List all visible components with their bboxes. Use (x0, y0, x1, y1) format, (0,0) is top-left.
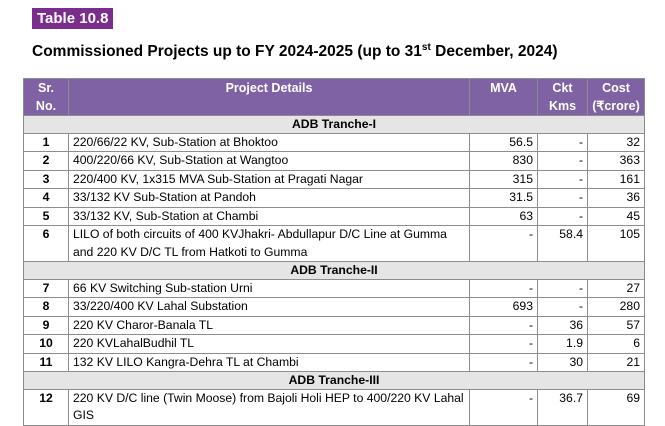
header-sr-line2: No. (35, 99, 57, 113)
header-sr-no: Sr. No. (23, 78, 69, 116)
ckt-cell: 36 (537, 315, 588, 335)
cost-cell: 32 (587, 132, 645, 152)
cost-cell: 6 (587, 334, 645, 354)
table-row: 12 220 KV D/C line (Twin Moose) from Baj… (23, 388, 645, 426)
table-label: Table 10.8 (32, 8, 114, 29)
table-row: 1 220/66/22 KV, Sub-Station at Bhoktoo 5… (23, 132, 645, 152)
table-title: Commissioned Projects up to FY 2024-2025… (32, 43, 558, 61)
section-row-tranche-3: ADB Tranche-III (23, 371, 645, 390)
table-row: 10 220 KVLahalBudhil TL - 1.9 6 (23, 334, 645, 354)
details-cell: 66 KV Switching Sub-station Urni (68, 278, 470, 298)
header-cost-line1: Cost (602, 81, 630, 95)
cost-cell: 36 (587, 188, 645, 208)
cost-cell: 105 (587, 225, 645, 262)
ckt-cell: - (537, 169, 588, 189)
header-cost-line2: (₹crore) (592, 99, 640, 113)
mva-cell: 31.5 (469, 188, 538, 208)
details-cell: 220 KV D/C line (Twin Moose) from Bajoli… (68, 388, 470, 426)
mva-cell: 63 (469, 206, 538, 226)
details-cell: 220 KV Charor-Banala TL (68, 315, 470, 335)
cost-cell: 363 (587, 151, 645, 171)
details-cell: 33/132 KV, Sub-Station at Chambi (68, 206, 470, 226)
ckt-cell: 1.9 (537, 334, 588, 354)
mva-cell: - (469, 225, 538, 262)
header-mva: MVA (469, 78, 538, 116)
sr-cell: 9 (23, 315, 69, 335)
table-row: 9 220 KV Charor-Banala TL - 36 57 (23, 315, 645, 335)
details-cell: 33/220/400 KV Lahal Substation (68, 297, 470, 317)
mva-cell: - (469, 278, 538, 298)
header-cost: Cost (₹crore) (587, 78, 645, 116)
ckt-cell: - (537, 278, 588, 298)
sr-cell: 1 (23, 132, 69, 152)
details-cell: 220/66/22 KV, Sub-Station at Bhoktoo (68, 132, 470, 152)
section-row-tranche-1: ADB Tranche-I (23, 115, 645, 134)
ckt-cell: 36.7 (537, 388, 588, 426)
details-cell: 132 KV LILO Kangra-Dehra TL at Chambi (68, 352, 470, 372)
section-title: ADB Tranche-I (23, 115, 645, 134)
mva-cell: 315 (469, 169, 538, 189)
table-row: 3 220/400 KV, 1x315 MVA Sub-Station at P… (23, 169, 645, 189)
mva-cell: - (469, 352, 538, 372)
sr-cell: 3 (23, 169, 69, 189)
title-superscript: st (421, 42, 431, 53)
sr-cell: 5 (23, 206, 69, 226)
details-cell: LILO of both circuits of 400 KVJhakri- A… (68, 225, 470, 262)
header-ckt-line2: Kms (548, 99, 577, 113)
ckt-cell: - (537, 297, 588, 317)
cost-cell: 69 (587, 388, 645, 426)
sr-cell: 6 (23, 225, 69, 262)
table-row: 5 33/132 KV, Sub-Station at Chambi 63 - … (23, 206, 645, 226)
mva-cell: - (469, 388, 538, 426)
mva-cell: 693 (469, 297, 538, 317)
details-cell: 33/132 KV Sub-Station at Pandoh (68, 188, 470, 208)
cost-cell: 45 (587, 206, 645, 226)
details-cell: 400/220/66 KV, Sub-Station at Wangtoo (68, 151, 470, 171)
ckt-cell: 58.4 (537, 225, 588, 262)
title-suffix: December, 2024) (430, 43, 558, 60)
sr-cell: 2 (23, 151, 69, 171)
sr-cell: 10 (23, 334, 69, 354)
ckt-cell: - (537, 151, 588, 171)
table-row: 11 132 KV LILO Kangra-Dehra TL at Chambi… (23, 352, 645, 372)
header-ckt-line1: Ckt (552, 81, 573, 95)
cost-cell: 21 (587, 352, 645, 372)
header-ckt-kms: Ckt Kms (537, 78, 588, 116)
title-prefix: Commissioned Projects up to FY 2024-2025… (32, 43, 422, 60)
sr-cell: 4 (23, 188, 69, 208)
ckt-cell: - (537, 132, 588, 152)
section-title: ADB Tranche-III (23, 371, 645, 390)
header-project-details: Project Details (68, 78, 470, 116)
projects-table: Sr. No. Project Details MVA Ckt Kms Cost… (23, 78, 645, 426)
ckt-cell: - (537, 206, 588, 226)
header-sr-line1: Sr. (38, 81, 54, 95)
cost-cell: 280 (587, 297, 645, 317)
cost-cell: 57 (587, 315, 645, 335)
section-row-tranche-2: ADB Tranche-II (23, 261, 645, 280)
table-row: 6 LILO of both circuits of 400 KVJhakri-… (23, 225, 645, 262)
table-row: 4 33/132 KV Sub-Station at Pandoh 31.5 -… (23, 188, 645, 208)
cost-cell: 161 (587, 169, 645, 189)
header-row: Sr. No. Project Details MVA Ckt Kms Cost… (23, 78, 645, 116)
table-row: 2 400/220/66 KV, Sub-Station at Wangtoo … (23, 151, 645, 171)
mva-cell: 830 (469, 151, 538, 171)
mva-cell: - (469, 315, 538, 335)
section-title: ADB Tranche-II (23, 261, 645, 280)
sr-cell: 7 (23, 278, 69, 298)
cost-cell: 27 (587, 278, 645, 298)
ckt-cell: - (537, 188, 588, 208)
table-row: 7 66 KV Switching Sub-station Urni - - 2… (23, 278, 645, 298)
sr-cell: 8 (23, 297, 69, 317)
mva-cell: 56.5 (469, 132, 538, 152)
mva-cell: - (469, 334, 538, 354)
sr-cell: 12 (23, 388, 69, 426)
details-cell: 220/400 KV, 1x315 MVA Sub-Station at Pra… (68, 169, 470, 189)
sr-cell: 11 (23, 352, 69, 372)
details-cell: 220 KVLahalBudhil TL (68, 334, 470, 354)
table-row: 8 33/220/400 KV Lahal Substation 693 - 2… (23, 297, 645, 317)
ckt-cell: 30 (537, 352, 588, 372)
